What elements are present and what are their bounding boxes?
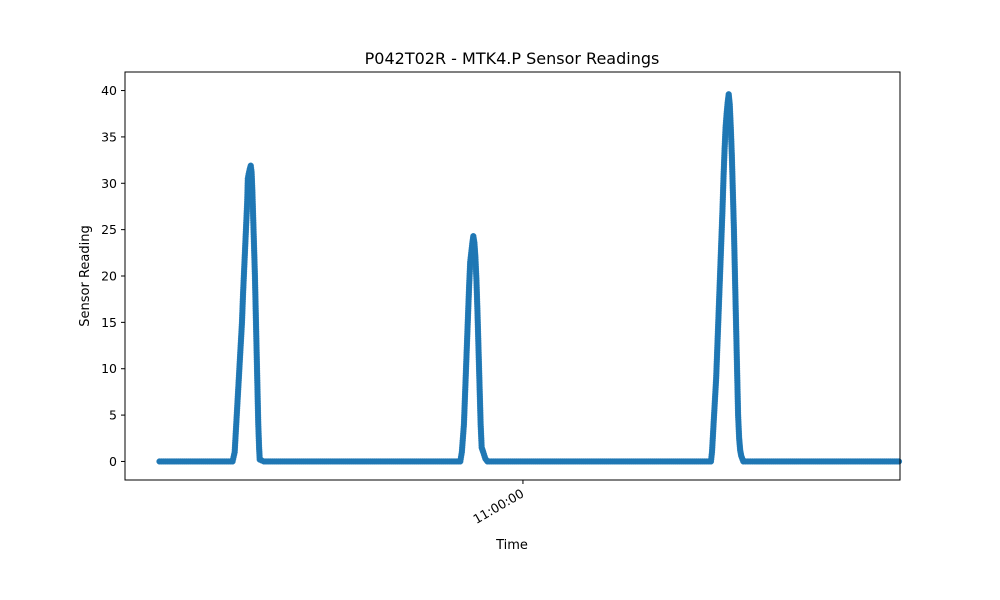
chart-title: P042T02R - MTK4.P Sensor Readings [365, 49, 660, 68]
series-line [159, 94, 899, 463]
y-axis-label: Sensor Reading [78, 225, 93, 326]
x-tick-label: 11:00:00 [470, 486, 526, 527]
y-tick-label: 15 [101, 315, 117, 330]
y-tick-label: 20 [101, 269, 117, 284]
y-tick-label: 40 [101, 83, 117, 98]
data-point [895, 458, 903, 465]
y-tick-label: 10 [101, 361, 117, 376]
y-tick-label: 5 [109, 408, 117, 423]
y-tick-label: 25 [101, 222, 117, 237]
x-axis-label: Time [495, 538, 528, 553]
y-tick-label: 0 [109, 454, 117, 469]
y-tick-label: 30 [101, 176, 117, 191]
plot-area [156, 91, 903, 465]
y-tick-label: 35 [101, 129, 117, 144]
